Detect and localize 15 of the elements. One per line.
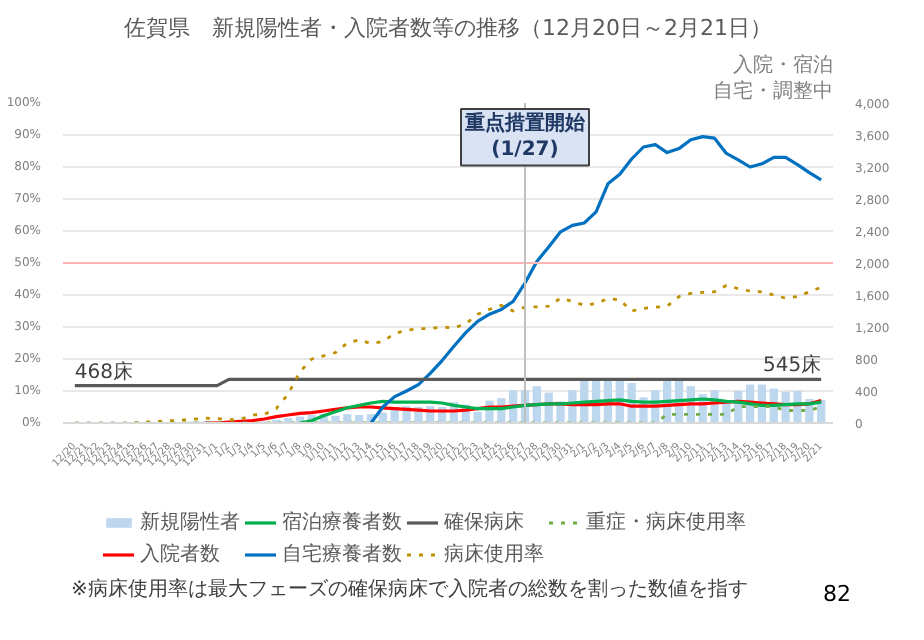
legend-label: 入院者数 xyxy=(140,541,220,568)
chart-title: 佐賀県 新規陽性者・入院者数等の推移（12月20日～2月21日） xyxy=(124,15,773,41)
annotation: 545床 xyxy=(762,353,822,378)
legend-label: 重症・病床使用率 xyxy=(586,509,746,536)
text: 入院・宿泊 xyxy=(733,53,833,77)
legend-label: 病床使用率 xyxy=(444,541,544,568)
legend-label: 確保病床 xyxy=(444,509,524,536)
annotation: 自宅・調整中 xyxy=(713,79,833,103)
text: ※病床使用率は最大フェーズの確保病床で入院者の総数を割った数値を指す xyxy=(71,577,748,602)
ref-line-label: 重点措置開始 (1/27) xyxy=(463,111,587,162)
text: 82 xyxy=(823,581,852,608)
legend-label: 新規陽性者 xyxy=(140,509,240,536)
legend-label: 宿泊療養者数 xyxy=(282,509,402,536)
annotation: 468床 xyxy=(74,359,134,384)
legend-label: 自宅療養者数 xyxy=(282,541,402,568)
